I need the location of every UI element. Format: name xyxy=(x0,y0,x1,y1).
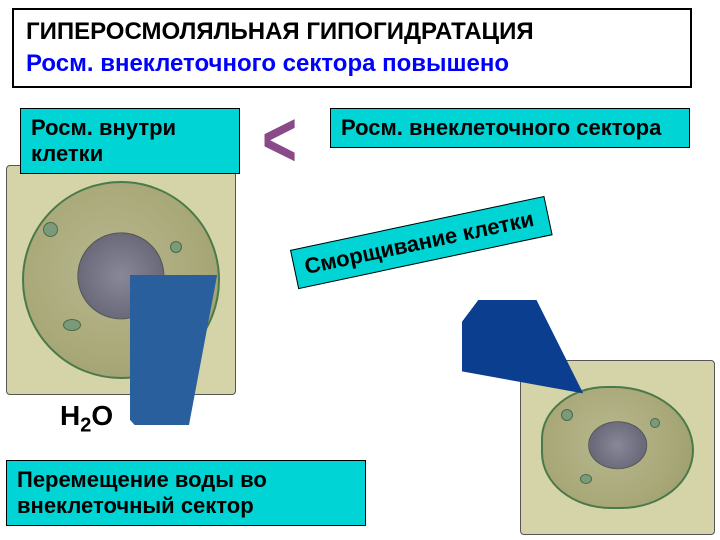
arrow-water-out xyxy=(130,275,290,425)
label-shrinkage: Сморщивание клетки xyxy=(290,196,553,289)
title-box: ГИПЕРОСМОЛЯЛЬНАЯ ГИПОГИДРАТАЦИЯ Росм. вн… xyxy=(12,8,692,88)
title-line1: ГИПЕРОСМОЛЯЛЬНАЯ ГИПОГИДРАТАЦИЯ xyxy=(26,18,678,46)
label-water-movement: Перемещение воды во внеклеточный сектор xyxy=(6,460,366,526)
label-intracellular: Росм. внутри клетки xyxy=(20,108,240,174)
h2o-o: О xyxy=(91,400,113,431)
h2o-sub: 2 xyxy=(80,415,91,437)
arrow-shrink xyxy=(462,300,612,420)
label-extracellular: Росм. внеклеточного сектора xyxy=(330,108,690,148)
h2o-h: Н xyxy=(60,400,80,431)
h2o-label: Н2О xyxy=(60,400,113,438)
less-than-symbol: < xyxy=(262,101,297,179)
title-line2: Росм. внеклеточного сектора повышено xyxy=(26,50,678,78)
